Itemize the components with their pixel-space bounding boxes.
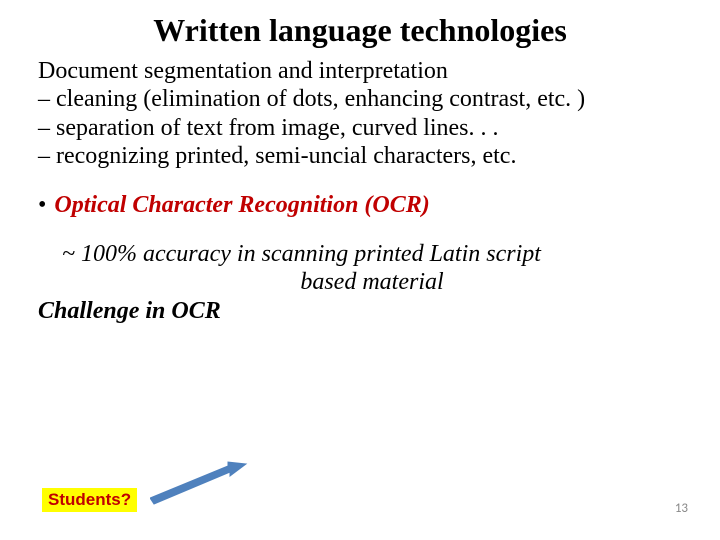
arrow-icon xyxy=(150,460,270,520)
body-line-3: – separation of text from image, curved … xyxy=(38,114,682,142)
slide-title: Written language technologies xyxy=(38,12,682,49)
accuracy-line-2: based material xyxy=(62,269,682,297)
slide-content: Written language technologies Document s… xyxy=(0,0,720,325)
challenge-label: Challenge in OCR xyxy=(38,298,682,325)
body-line-1: Document segmentation and interpretation xyxy=(38,57,682,85)
accuracy-line-1: ~ 100% accuracy in scanning printed Lati… xyxy=(62,241,541,267)
bullet-dot-icon: • xyxy=(38,192,46,219)
body-line-4: – recognizing printed, semi-uncial chara… xyxy=(38,142,682,170)
page-number: 13 xyxy=(675,501,688,516)
accuracy-block: ~ 100% accuracy in scanning printed Lati… xyxy=(38,241,682,296)
arrow-shape xyxy=(150,462,246,504)
ocr-label: Optical Character Recognition (OCR) xyxy=(54,192,429,219)
body-line-2: – cleaning (elimination of dots, enhanci… xyxy=(38,85,682,113)
ocr-bullet-row: • Optical Character Recognition (OCR) xyxy=(38,192,682,219)
spacer xyxy=(38,219,682,241)
spacer xyxy=(38,170,682,192)
students-callout: Students? xyxy=(42,488,137,512)
body-block: Document segmentation and interpretation… xyxy=(38,57,682,170)
